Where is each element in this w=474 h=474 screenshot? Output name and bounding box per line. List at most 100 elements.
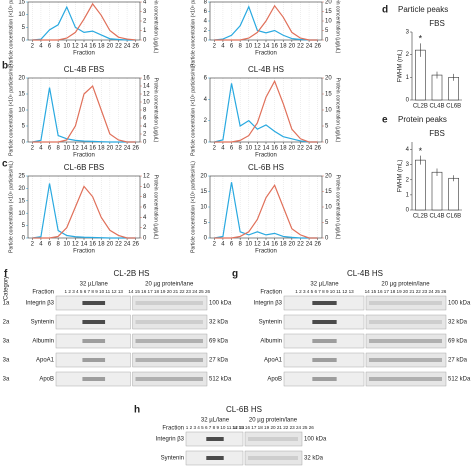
y2-axis-label: Protein concentration (µg/µL) <box>335 175 341 240</box>
chart-title: Particle peaks <box>398 5 448 14</box>
x-tick-label: 20 <box>289 146 296 152</box>
chart-title: CL-4B FBS <box>64 65 104 74</box>
x-tick-label: 26 <box>132 44 139 50</box>
series-line <box>32 87 136 143</box>
bar <box>415 49 426 101</box>
y2-tick-label: 0 <box>325 236 329 242</box>
x-tick-label: 16 <box>89 44 96 50</box>
x-tick-label: 12 <box>254 44 261 50</box>
y-tick-label: 8 <box>204 0 208 6</box>
blot-band <box>135 377 203 381</box>
lane-header: 20 µg protein/lane <box>381 282 430 288</box>
x-tick-label: 8 <box>56 44 60 50</box>
y2-tick-label: 3 <box>143 9 147 15</box>
x-tick-label: 18 <box>280 44 287 50</box>
x-tick-label: 8 <box>56 242 60 248</box>
x-tick-label: 8 <box>238 242 242 248</box>
series-line <box>32 2 136 41</box>
series-line <box>214 182 318 239</box>
x-tick-label: 4 <box>221 242 225 248</box>
y2-tick-label: 4 <box>143 124 147 130</box>
blot-band <box>369 358 442 362</box>
protein-name: Albumin <box>32 339 54 345</box>
protein-size: 27 kDa <box>448 358 468 364</box>
y-axis-label: FWHM (mL) <box>398 160 404 193</box>
x-tick-label: 2 <box>31 242 35 248</box>
protein-size: 100 kDa <box>209 301 232 307</box>
x-axis-label: Fraction <box>255 153 277 159</box>
annotation: * <box>419 34 423 44</box>
x-tick-label: 14 <box>263 44 270 50</box>
y-axis-label: Particle concentration (×10⁹ particles/m… <box>190 64 196 156</box>
protein-name: ApoB <box>267 377 282 383</box>
blot-strip <box>132 314 208 330</box>
x-tick-label: 20 <box>289 44 296 50</box>
fractions: 14 15 16 17 18 19 20 21 22 23 24 25 26 <box>232 425 314 430</box>
y2-tick-label: 20 <box>325 174 332 180</box>
blot-strip <box>244 431 303 447</box>
plot-frame <box>209 77 323 143</box>
x-tick-label: 24 <box>124 242 131 248</box>
category: 3a <box>3 339 10 345</box>
y2-tick-label: 2 <box>143 19 147 25</box>
y2-tick-label: 15 <box>325 9 332 15</box>
x-tick-label: 24 <box>306 44 313 50</box>
x-tick-label: 22 <box>115 242 122 248</box>
y-tick-label: 0 <box>204 236 208 242</box>
fractions: 1 2 3 4 5 6 7 8 9 10 11 12 13 <box>186 425 245 430</box>
chart-title: CL-4B HS <box>248 65 284 74</box>
y-tick-label: 0 <box>406 98 410 104</box>
y-tick-label: 0 <box>204 38 208 44</box>
y-tick-label: 15 <box>18 92 25 98</box>
y2-tick-label: 8 <box>143 108 147 114</box>
y-axis-label: Particle concentration (×10⁹ particles/m… <box>190 161 196 253</box>
blot-band <box>82 320 106 324</box>
x-tick-label: 2 <box>31 44 35 50</box>
y-tick-label: 20 <box>18 76 25 82</box>
y2-tick-label: 0 <box>325 140 329 146</box>
blot-strip <box>365 295 447 311</box>
y-axis-label: Particle concentration (×10⁹ particles/m… <box>8 161 14 253</box>
x-tick-label: 2 <box>31 146 35 152</box>
x-axis-label: Fraction <box>255 249 277 255</box>
protein-size: 512 kDa <box>448 377 471 383</box>
y2-tick-label: 15 <box>325 92 332 98</box>
y2-tick-label: 12 <box>143 92 150 98</box>
y-tick-label: 2 <box>204 118 208 124</box>
x-tick-label: 14 <box>81 44 88 50</box>
fraction-label: Fraction <box>32 290 54 296</box>
y-tick-label: 0 <box>204 140 208 146</box>
x-axis-label: Fraction <box>73 153 95 159</box>
blot-title: CL-6B HS <box>226 405 262 414</box>
y-tick-label: 5 <box>204 220 208 226</box>
x-tick-label: 18 <box>98 146 105 152</box>
x-tick-label: 4 <box>39 242 43 248</box>
x-tick-label: 8 <box>56 146 60 152</box>
x-tick-label: 12 <box>72 146 79 152</box>
y-tick-label: 20 <box>200 174 207 180</box>
bar <box>415 159 426 211</box>
category-header: Category <box>4 276 10 300</box>
y2-tick-label: 1 <box>143 28 147 34</box>
series-line <box>32 5 136 41</box>
y-axis-label: Particle concentration (×10⁹ particles/m… <box>8 0 14 67</box>
protein-size: 100 kDa <box>304 437 327 443</box>
y-tick-label: 0 <box>22 236 26 242</box>
series-line <box>32 185 136 239</box>
x-tick-label: 16 <box>271 44 278 50</box>
x-tick-label: 6 <box>230 44 234 50</box>
fractions: 1 2 3 4 5 6 7 8 9 10 11 12 13 <box>295 289 354 294</box>
blot-strip <box>244 450 303 466</box>
y2-tick-label: 0 <box>143 140 147 146</box>
y2-axis-label: Protein concentration (µg/µL) <box>153 0 159 54</box>
y2-tick-label: 10 <box>325 108 332 114</box>
blot-band <box>369 301 442 305</box>
blot-band <box>82 301 106 305</box>
category: 1a <box>3 301 10 307</box>
x-tick-label: 22 <box>297 242 304 248</box>
y2-tick-label: 8 <box>143 194 147 200</box>
x-tick-label: 26 <box>314 146 321 152</box>
protein-name: ApoA1 <box>264 358 283 364</box>
panel-letter: g <box>232 269 238 280</box>
plot-frame <box>27 1 141 41</box>
